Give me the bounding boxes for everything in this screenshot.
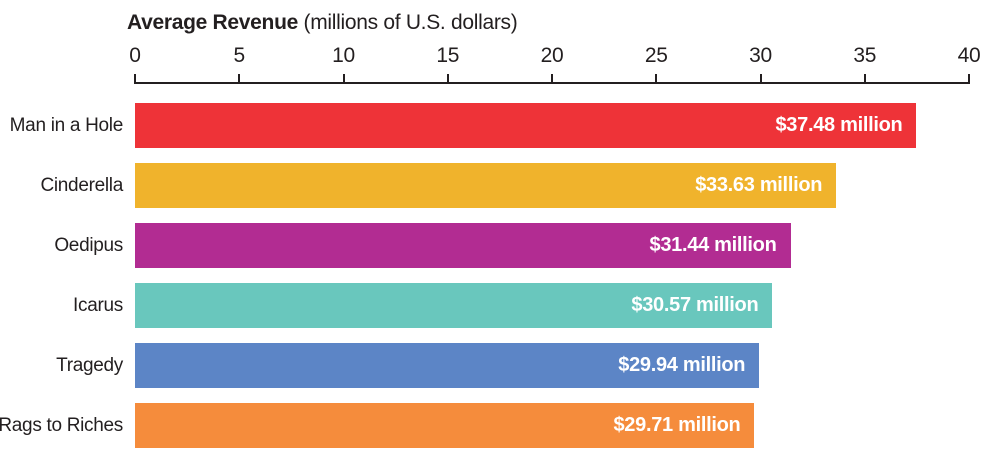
axis-tick-label: 15 (436, 44, 460, 67)
axis-tick-mark (134, 74, 136, 83)
axis-tick-mark (759, 74, 762, 83)
axis-tick-label: 0 (129, 44, 141, 67)
axis-tick-label: 20 (540, 44, 564, 67)
axis-tick-mark (446, 74, 449, 83)
axis-tick-label: 10 (332, 44, 355, 67)
bar-value-label: $37.48 million (775, 114, 903, 136)
bar-row: Oedipus $31.44 million (0, 223, 1000, 268)
axis-tick-label: 25 (644, 44, 668, 67)
axis-tick-mark (551, 74, 553, 83)
bar-row: Rags to Riches $29.71 million (0, 403, 1000, 448)
bar-value-label: $33.63 million (695, 174, 823, 196)
bar: $37.48 million (135, 103, 917, 148)
axis-tick-mark (863, 74, 866, 83)
bar: $33.63 million (135, 163, 837, 208)
category-label: Oedipus (54, 234, 123, 256)
category-label: Man in a Hole (9, 114, 124, 136)
chart-title: Average Revenue (millions of U.S. dollar… (127, 11, 518, 35)
axis-tick-mark (342, 74, 345, 83)
bar-track: $30.57 million (135, 283, 969, 328)
bar-value-label: $29.94 million (618, 354, 746, 376)
axis-tick-label: 40 (957, 44, 981, 67)
bar: $29.71 million (135, 403, 755, 448)
bar-value-label: $31.44 million (649, 234, 777, 256)
axis-tick-mark (968, 74, 970, 83)
bar: $30.57 million (135, 283, 773, 328)
bar-row: Man in a Hole $37.48 million (0, 103, 1000, 148)
bar-track: $29.94 million (135, 343, 969, 388)
x-axis: 0 5 10 15 20 25 30 35 40 (0, 0, 1000, 90)
chart-title-unit: (millions of U.S. dollars) (303, 11, 518, 34)
bar-rows: Man in a Hole $37.48 million Cinderella $33… (0, 103, 1000, 463)
bar-track: $31.44 million (135, 223, 969, 268)
bar-track: $29.71 million (135, 403, 969, 448)
bar: $31.44 million (135, 223, 791, 268)
axis-tick-label: 5 (233, 44, 246, 67)
bar-row: Icarus $30.57 million (0, 283, 1000, 328)
chart-title-main: Average Revenue (127, 11, 298, 34)
category-label: Icarus (73, 294, 123, 316)
axis-tick-mark (238, 74, 241, 83)
bar-track: $33.63 million (135, 163, 969, 208)
category-label: Rags to Riches (0, 414, 123, 436)
axis-tick-mark (655, 74, 658, 83)
bar-value-label: $29.71 million (613, 414, 741, 436)
bar-track: $37.48 million (135, 103, 969, 148)
bar-row: Cinderella $33.63 million (0, 163, 1000, 208)
axis-line (134, 82, 970, 84)
axis-tick-label: 30 (749, 44, 772, 67)
bar-row: Tragedy $29.94 million (0, 343, 1000, 388)
category-label: Tragedy (56, 354, 123, 376)
bar: $29.94 million (135, 343, 760, 388)
axis-tick-label: 35 (853, 44, 877, 67)
bar-value-label: $30.57 million (631, 294, 759, 316)
category-label: Cinderella (40, 174, 123, 196)
